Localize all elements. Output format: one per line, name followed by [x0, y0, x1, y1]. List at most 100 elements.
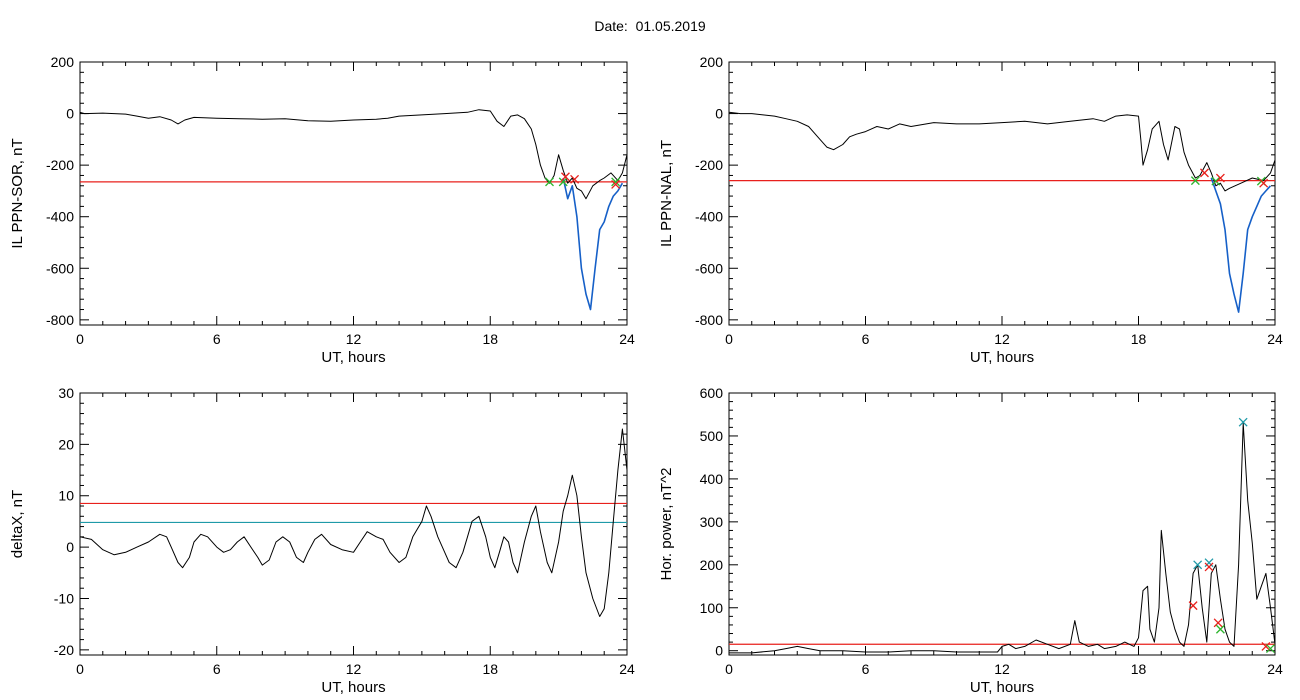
y-tick-label: 30	[58, 385, 74, 401]
marker-green	[1215, 624, 1225, 634]
marker-stroke	[1261, 641, 1271, 651]
y-tick-label: 500	[700, 428, 724, 444]
x-tick-label: 12	[994, 661, 1010, 677]
marker-red	[561, 172, 570, 182]
marker-green	[558, 177, 568, 187]
marker-red	[1213, 618, 1223, 628]
marker-stroke	[1238, 417, 1248, 427]
page-title: Date: 01.05.2019	[594, 18, 706, 34]
plot-frame	[79, 392, 628, 656]
plot-frame	[79, 61, 628, 326]
x-tick-label: 6	[862, 661, 870, 677]
y-tick-label: 200	[51, 54, 75, 70]
marker-stroke	[1200, 168, 1209, 178]
chart-panel-3: 0 6 12 18 24 UT, hours -20 -10 0 10 20 30 deltaX, nT	[9, 385, 635, 696]
y-axis-label: IL PPN-SOR, nT	[9, 138, 26, 248]
series-line-blue	[1210, 177, 1272, 313]
marker-stroke	[611, 177, 621, 187]
plot-frame	[728, 61, 1276, 326]
y-tick-label: 0	[715, 643, 723, 659]
chart-panel-2: 0 6 12 18 24 UT, hours -800 -600 -400 -200 0 200 IL …	[658, 54, 1283, 366]
marker-green	[611, 177, 621, 187]
marker-red	[1259, 178, 1269, 188]
x-tick-label: 6	[862, 331, 870, 347]
y-tick-label: -200	[46, 157, 74, 173]
marker-stroke	[558, 177, 568, 187]
plot-frame	[728, 392, 1276, 656]
y-tick-label: -800	[695, 312, 723, 328]
x-tick-label: 18	[482, 331, 498, 347]
x-axis-label: UT, hours	[970, 349, 1034, 366]
marker-red	[1204, 562, 1214, 572]
y-tick-label: -20	[54, 642, 74, 658]
marker-stroke	[1215, 624, 1225, 634]
marker-red	[1188, 601, 1198, 611]
y-tick-label: 300	[700, 514, 724, 530]
marker-red	[1261, 641, 1271, 651]
y-tick-label: 0	[66, 106, 74, 122]
y-tick-label: 400	[700, 471, 724, 487]
x-tick-label: 18	[1131, 331, 1147, 347]
y-tick-label: 100	[700, 600, 724, 616]
marker-stroke	[1265, 644, 1275, 654]
series-line-black	[729, 422, 1276, 654]
marker-stroke	[561, 172, 570, 182]
x-tick-label: 24	[1267, 331, 1283, 347]
y-tick-label: 0	[715, 106, 723, 122]
marker-stroke	[1259, 178, 1269, 188]
y-tick-label: -800	[46, 312, 74, 328]
y-axis-label: deltaX, nT	[9, 490, 26, 558]
marker-stroke	[1204, 562, 1214, 572]
y-tick-label: -10	[54, 590, 74, 606]
x-axis-label: UT, hours	[970, 679, 1034, 696]
marker-teal	[1204, 558, 1214, 568]
x-axis-label: UT, hours	[321, 679, 385, 696]
marker-green	[1265, 644, 1275, 654]
y-tick-label: 0	[66, 539, 74, 555]
x-tick-label: 0	[725, 331, 733, 347]
x-tick-label: 0	[725, 661, 733, 677]
x-tick-label: 12	[346, 331, 362, 347]
marker-stroke	[1213, 618, 1223, 628]
series-line-black	[79, 109, 628, 200]
x-tick-label: 24	[619, 331, 635, 347]
x-axis-label: UT, hours	[321, 349, 385, 366]
x-tick-label: 24	[619, 661, 635, 677]
marker-red	[1200, 168, 1209, 178]
y-tick-label: 200	[700, 557, 724, 573]
marker-green	[1190, 176, 1200, 186]
marker-stroke	[1193, 560, 1203, 570]
y-axis-label: IL PPN-NAL, nT	[658, 140, 675, 247]
y-tick-label: -400	[695, 209, 723, 225]
marker-teal	[1193, 560, 1203, 570]
y-axis-label: Hor. power, nT^2	[658, 468, 675, 581]
y-tick-label: -400	[46, 209, 74, 225]
y-tick-label: 600	[700, 385, 724, 401]
marker-stroke	[1215, 173, 1225, 183]
series-line-black	[728, 111, 1276, 192]
marker-stroke	[1188, 601, 1198, 611]
x-tick-label: 6	[213, 331, 221, 347]
x-tick-label: 24	[1267, 661, 1283, 677]
marker-stroke	[611, 180, 621, 189]
y-tick-label: -600	[695, 260, 723, 276]
x-tick-label: 12	[346, 661, 362, 677]
x-tick-label: 0	[76, 331, 84, 347]
x-tick-label: 12	[994, 331, 1010, 347]
marker-green	[545, 177, 554, 187]
chart-panel-4: 0 6 12 18 24 UT, hours 0 100 200 300 400 500 600 Hor.…	[658, 385, 1283, 696]
x-tick-label: 18	[1131, 661, 1147, 677]
marker-stroke	[545, 177, 554, 187]
marker-stroke	[1211, 176, 1221, 186]
marker-red	[1215, 173, 1225, 183]
series-line-blue	[562, 177, 624, 311]
marker-stroke	[570, 174, 580, 184]
chart-panel-1: 0 6 12 18 24 UT, hours -800 -600 -400 -200 0 200 IL …	[9, 54, 635, 366]
marker-red	[611, 180, 621, 189]
y-tick-label: 20	[58, 436, 74, 452]
y-tick-label: -200	[695, 157, 723, 173]
x-tick-label: 18	[482, 661, 498, 677]
marker-teal	[1238, 417, 1248, 427]
marker-green	[1211, 176, 1221, 186]
